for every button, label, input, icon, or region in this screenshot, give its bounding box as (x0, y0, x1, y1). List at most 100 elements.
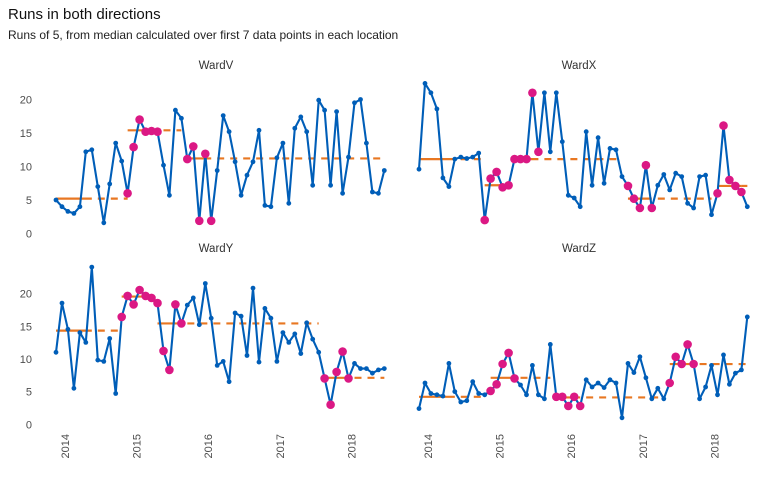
data-point (697, 396, 702, 402)
signal-point (731, 181, 740, 191)
x-tick-label: 2017 (638, 434, 650, 458)
x-tick-label: 2014 (423, 434, 435, 458)
y-tick-label: 10 (20, 162, 32, 174)
data-point (482, 392, 488, 398)
panel-wardx (416, 81, 750, 225)
data-point (458, 154, 464, 160)
signal-point (123, 291, 132, 301)
data-point (565, 192, 571, 198)
panel-wardz (416, 314, 750, 421)
data-point (428, 391, 434, 396)
data-point (434, 392, 440, 398)
signal-point (713, 189, 722, 198)
data-point (518, 382, 523, 388)
data-point (601, 385, 607, 390)
data-point (422, 81, 428, 86)
data-point (571, 195, 577, 201)
chart-subtitle: Runs of 5, from median calculated over f… (8, 28, 399, 42)
signal-point (534, 147, 543, 157)
data-point (280, 330, 286, 335)
data-point (446, 184, 452, 190)
y-tick-label: 0 (26, 419, 32, 431)
data-point (250, 159, 256, 165)
data-point (202, 281, 208, 286)
signal-point (504, 348, 513, 358)
data-point (589, 384, 595, 390)
data-point (59, 300, 65, 306)
data-line (55, 98, 386, 224)
signal-point (671, 352, 680, 362)
data-point (679, 174, 685, 180)
chart-title: Runs in both directions (8, 6, 161, 23)
data-point (71, 385, 77, 391)
data-point (304, 320, 310, 326)
signal-point (719, 121, 728, 130)
data-point (328, 182, 333, 188)
x-tick-label: 2016 (566, 434, 578, 458)
data-point (262, 203, 268, 208)
signal-point (153, 127, 162, 136)
data-point (542, 90, 547, 96)
data-point (464, 398, 470, 404)
data-point (107, 181, 113, 187)
data-point (268, 204, 274, 210)
data-point (220, 359, 226, 364)
data-point (470, 379, 476, 385)
signal-point (153, 298, 162, 308)
signal-point (177, 319, 186, 328)
data-point (286, 200, 292, 206)
signal-point (189, 142, 198, 151)
x-tick-label: 2015 (132, 434, 144, 458)
signal-point (159, 346, 168, 356)
signal-point (486, 386, 495, 396)
data-point (625, 361, 631, 366)
signal-point (492, 380, 501, 389)
data-point (637, 354, 643, 360)
data-point (274, 359, 280, 364)
signal-point (569, 392, 579, 402)
data-point (226, 379, 232, 385)
signal-point (635, 203, 645, 213)
data-point (739, 367, 744, 373)
signal-point (183, 154, 192, 164)
data-point (589, 182, 595, 188)
signal-point (344, 374, 353, 383)
data-point (703, 172, 708, 178)
data-point (364, 366, 369, 371)
data-point (553, 90, 559, 96)
data-point (458, 399, 464, 405)
data-point (83, 340, 89, 345)
data-point (173, 107, 178, 113)
data-point (655, 182, 661, 188)
signal-point (522, 154, 531, 164)
signal-point (629, 194, 639, 203)
signal-point (516, 154, 525, 164)
data-point (422, 380, 428, 386)
x-tick-label: 2018 (710, 434, 722, 458)
signal-point (683, 340, 692, 349)
data-point (274, 155, 280, 161)
y-tick-label: 0 (26, 229, 32, 241)
data-point (65, 209, 71, 214)
signal-point (641, 160, 651, 170)
data-point (691, 205, 696, 211)
data-point (119, 158, 125, 164)
facet-label-wardv: WardV (199, 60, 234, 72)
panel-wardy (53, 264, 387, 410)
data-point (352, 100, 357, 106)
signal-point (171, 300, 180, 309)
signal-point (510, 374, 519, 383)
data-point (167, 192, 172, 198)
data-point (292, 125, 298, 131)
data-point (595, 135, 601, 141)
signal-point (510, 154, 519, 164)
data-point (304, 129, 310, 135)
data-point (113, 391, 119, 396)
signal-point (320, 374, 329, 383)
data-point (214, 168, 220, 173)
data-point (95, 357, 101, 363)
data-point (268, 315, 274, 321)
data-point (322, 107, 327, 113)
y-tick-label: 15 (20, 128, 32, 140)
